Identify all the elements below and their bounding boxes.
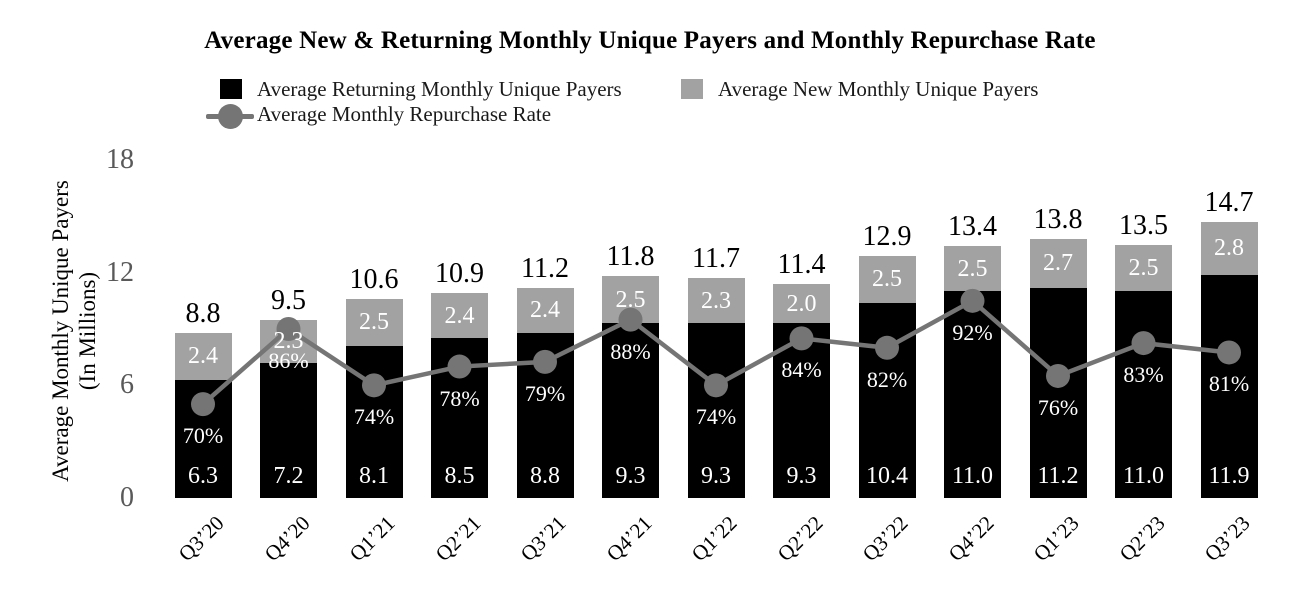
repurchase-rate-label: 81%: [1208, 371, 1250, 397]
repurchase-rate-label: 86%: [268, 348, 309, 373]
returning-value-label: 10.4: [866, 463, 908, 489]
y-axis-tick-label: 0: [120, 482, 134, 513]
total-label: 13.8: [1033, 203, 1083, 235]
returning-value-label: 9.3: [615, 463, 646, 489]
returning-value-label: 7.2: [273, 463, 304, 489]
legend-swatch-returning: [220, 79, 242, 99]
new-value-label: 2.5: [615, 286, 646, 313]
total-label: 11.7: [692, 243, 740, 275]
returning-value-label: 9.3: [786, 463, 817, 489]
legend-dot-marker: [218, 104, 243, 129]
total-label: 11.8: [606, 241, 655, 273]
total-label: 11.4: [777, 248, 826, 280]
returning-value-label: 6.3: [188, 463, 218, 489]
x-axis-label: Q2’23: [1114, 511, 1170, 566]
repurchase-rate-label: 78%: [439, 385, 480, 411]
total-label: 12.9: [862, 220, 912, 252]
total-label: 13.5: [1119, 209, 1168, 241]
y-axis-tick-label: 6: [120, 369, 134, 401]
x-axis-label: Q1’21: [345, 511, 400, 566]
repurchase-rate-label: 76%: [1037, 394, 1079, 420]
repurchase-rate-label: 82%: [866, 366, 908, 392]
new-value-label: 2.4: [530, 297, 560, 324]
returning-value-label: 11.2: [1037, 463, 1079, 489]
y-axis-title-line1: Average Monthly Unique Payers: [48, 180, 73, 482]
returning-value-label: 11.0: [1122, 463, 1165, 489]
total-label: 10.9: [435, 258, 484, 290]
repurchase-rate-label: 74%: [353, 404, 395, 430]
legend-label-new: Average New Monthly Unique Payers: [718, 77, 1039, 101]
new-bar-segment: [1200, 221, 1258, 275]
total-label: 9.5: [271, 284, 306, 316]
y-axis-tick-label: 18: [106, 144, 134, 175]
new-value-label: 2.4: [188, 343, 218, 370]
returning-value-label: 8.1: [359, 463, 389, 489]
legend-swatch-new: [681, 79, 703, 99]
legend-label-repurchase: Average Monthly Repurchase Rate: [257, 102, 552, 126]
repurchase-rate-label: 79%: [524, 380, 566, 406]
new-bar-segment: [944, 246, 1001, 292]
legend-label-returning: Average Returning Monthly Unique Payers: [257, 77, 622, 101]
new-value-label: 2.5: [957, 255, 988, 282]
x-axis-label: Q4’20: [259, 511, 315, 566]
new-value-label: 2.8: [1214, 235, 1244, 262]
total-label: 10.6: [349, 263, 399, 295]
new-value-label: 2.5: [872, 266, 902, 293]
x-axis-label: Q3’20: [174, 511, 229, 566]
x-axis-label: Q4’21: [601, 511, 657, 566]
repurchase-rate-label: 88%: [610, 338, 651, 364]
x-axis-label: Q2’22: [772, 511, 828, 566]
x-axis-label: Q2’21: [430, 511, 486, 566]
new-value-label: 2.4: [444, 302, 475, 329]
new-value-label: 2.5: [359, 309, 389, 336]
total-label: 8.8: [185, 297, 221, 329]
x-axis-label: Q3’21: [516, 511, 571, 566]
x-axis-label: Q1’23: [1029, 511, 1084, 566]
new-bar-segment: [1115, 244, 1172, 292]
y-axis-tick-label: 12: [106, 256, 134, 288]
repurchase-rate-label: 92%: [952, 319, 993, 345]
chart-title: Average New & Returning Monthly Unique P…: [204, 27, 1096, 54]
y-axis-title-line2: (In Millions): [75, 271, 100, 391]
repurchase-rate-label: 70%: [182, 423, 224, 449]
returning-value-label: 8.8: [530, 463, 560, 489]
y-axis-title: Average Monthly Unique Payers (In Millio…: [47, 151, 103, 511]
x-axis-label: Q3’23: [1200, 511, 1255, 566]
returning-value-label: 9.3: [701, 463, 731, 489]
x-axis-label: Q3’22: [858, 511, 913, 566]
x-axis-label: Q1’22: [687, 511, 742, 566]
repurchase-rate-label: 84%: [781, 357, 822, 383]
total-label: 14.7: [1204, 186, 1254, 218]
x-axis-label: Q4’22: [943, 511, 999, 566]
total-label: 11.2: [521, 252, 569, 284]
new-value-label: 2.3: [701, 287, 731, 314]
new-value-label: 2.5: [1128, 254, 1159, 281]
new-value-label: 2.0: [786, 290, 817, 317]
new-bar-segment: [1029, 238, 1087, 288]
returning-value-label: 11.9: [1208, 463, 1250, 489]
total-label: 13.4: [948, 211, 997, 243]
new-bar-segment: [858, 255, 916, 303]
returning-value-label: 8.5: [444, 463, 475, 489]
new-value-label: 2.7: [1043, 250, 1073, 277]
repurchase-rate-label: 83%: [1123, 362, 1164, 388]
returning-value-label: 11.0: [951, 463, 994, 489]
repurchase-rate-label: 74%: [695, 404, 737, 430]
